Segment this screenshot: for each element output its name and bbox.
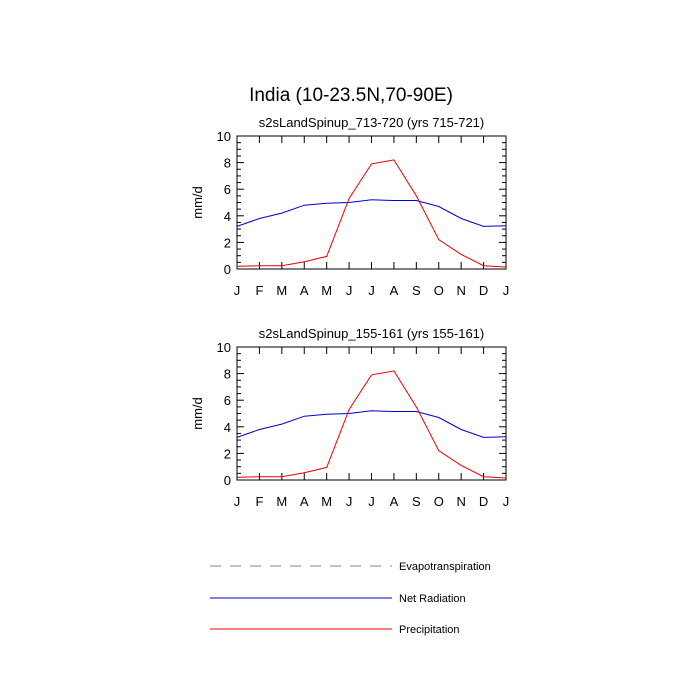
plot-frame	[236, 346, 507, 481]
y-tick-label: 6	[224, 182, 231, 197]
series-line-net-radiation	[236, 199, 507, 227]
y-tick-label: 2	[224, 235, 231, 250]
chart-panels: s2sLandSpinup_713-720 (yrs 715-721) 0 2 4 6 8…	[190, 115, 509, 509]
x-tick-label: J	[346, 494, 353, 509]
x-tick-label: D	[479, 283, 488, 298]
x-tick-label: J	[368, 283, 375, 298]
legend-label: Precipitation	[399, 624, 460, 636]
x-tick-label: J	[346, 283, 353, 298]
figure-title: India (10-23.5N,70-90E)	[249, 85, 453, 106]
x-tick-label: J	[234, 283, 241, 298]
y-tick-label: 8	[224, 367, 231, 382]
x-tick-label: J	[503, 283, 510, 298]
x-tick-label: A	[300, 494, 309, 509]
legend-label: Net Radiation	[399, 593, 466, 605]
x-tick-label: M	[321, 494, 332, 509]
legend: Evapotranspiration Net Radiation Precipita…	[210, 561, 491, 636]
series-line-precipitation	[236, 370, 507, 479]
x-tick-label: M	[321, 283, 332, 298]
x-tick-label: S	[412, 283, 421, 298]
y-tick-label: 0	[224, 262, 231, 277]
y-tick-label: 6	[224, 393, 231, 408]
legend-label: Evapotranspiration	[399, 561, 491, 573]
x-tick-label: N	[456, 494, 465, 509]
chart-panel-1: s2sLandSpinup_713-720 (yrs 715-721) 0 2 4 6 8…	[190, 115, 509, 298]
y-tick-label: 4	[224, 420, 231, 435]
y-tick-label: 8	[224, 156, 231, 171]
y-axis-label: mm/d	[190, 397, 205, 430]
x-tick-label: A	[390, 283, 399, 298]
x-tick-label: S	[412, 494, 421, 509]
x-tick-label: J	[503, 494, 510, 509]
series-line-precipitation	[236, 159, 507, 268]
y-tick-label: 2	[224, 446, 231, 461]
x-tick-label: M	[276, 283, 287, 298]
x-tick-label: A	[300, 283, 309, 298]
y-tick-label: 0	[224, 473, 231, 488]
x-tick-label: F	[255, 283, 263, 298]
y-tick-label: 10	[217, 129, 231, 144]
x-tick-label: O	[434, 283, 444, 298]
series-line-net-radiation	[236, 410, 507, 438]
x-tick-label: A	[390, 494, 399, 509]
y-tick-label: 10	[217, 340, 231, 355]
x-tick-label: N	[456, 283, 465, 298]
x-tick-label: D	[479, 494, 488, 509]
y-axis-label: mm/d	[190, 186, 205, 219]
x-tick-label: M	[276, 494, 287, 509]
y-tick-label: 4	[224, 209, 231, 224]
x-tick-label: J	[234, 494, 241, 509]
x-tick-label: J	[368, 494, 375, 509]
x-tick-label: O	[434, 494, 444, 509]
panel-title: s2sLandSpinup_713-720 (yrs 715-721)	[259, 115, 485, 130]
chart-panel-2: s2sLandSpinup_155-161 (yrs 155-161) 0 2 4 6 8…	[190, 326, 509, 509]
plot-frame	[236, 135, 507, 270]
x-tick-label: F	[255, 494, 263, 509]
panel-title: s2sLandSpinup_155-161 (yrs 155-161)	[259, 326, 485, 341]
